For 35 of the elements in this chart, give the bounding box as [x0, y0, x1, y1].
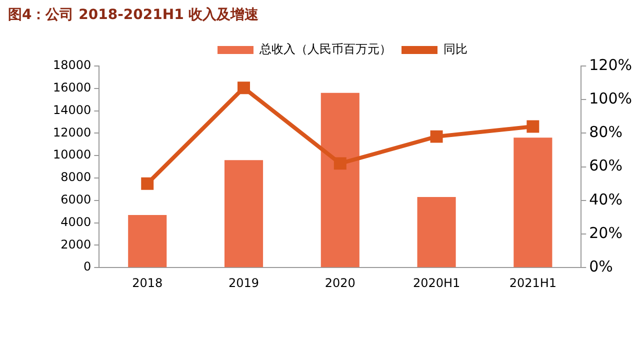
x-tick-label: 2020	[324, 276, 356, 290]
y2-tick-label: 100%	[589, 89, 632, 108]
y-tick-label: 12000	[52, 125, 92, 140]
x-tick-label: 2018	[132, 276, 163, 290]
y2-tick-label: 80%	[589, 123, 622, 142]
y2-tick-label: 120%	[589, 56, 632, 74]
y2-tick-label: 20%	[589, 224, 622, 242]
bar	[128, 214, 167, 268]
x-tick-label: 2020H1	[412, 276, 460, 290]
y-tick-label: 8000	[60, 170, 92, 184]
point	[334, 157, 346, 170]
y-tick-label: 14000	[52, 102, 92, 117]
y-tick-label: 16000	[52, 80, 92, 95]
point	[526, 120, 540, 133]
bar	[224, 160, 264, 268]
x-tick-label: 2019	[228, 276, 260, 290]
y-tick-label: 4000	[60, 214, 92, 229]
y2-tick-label: 60%	[589, 156, 622, 175]
y-tick-label: 0	[84, 260, 92, 274]
bar	[417, 197, 456, 268]
point	[430, 130, 443, 143]
y-tick-label: 6000	[60, 192, 92, 207]
legend-label: 总收入（人民币百万元）	[258, 42, 392, 56]
y2-tick-label: 40%	[589, 190, 622, 208]
y-tick-label: 2000	[60, 237, 92, 252]
legend-label: 同比	[444, 42, 468, 56]
bar	[320, 92, 360, 268]
x-tick-label: 2021H1	[509, 276, 557, 290]
y2-tick-label: 0%	[589, 257, 613, 276]
bar	[514, 138, 552, 268]
point	[238, 82, 250, 94]
chart-title: 图4：公司 2018-2021H1 收入及增速	[8, 6, 259, 24]
y-tick-label: 18000	[52, 58, 92, 72]
y-tick-label: 10000	[52, 148, 92, 162]
point	[141, 177, 154, 190]
